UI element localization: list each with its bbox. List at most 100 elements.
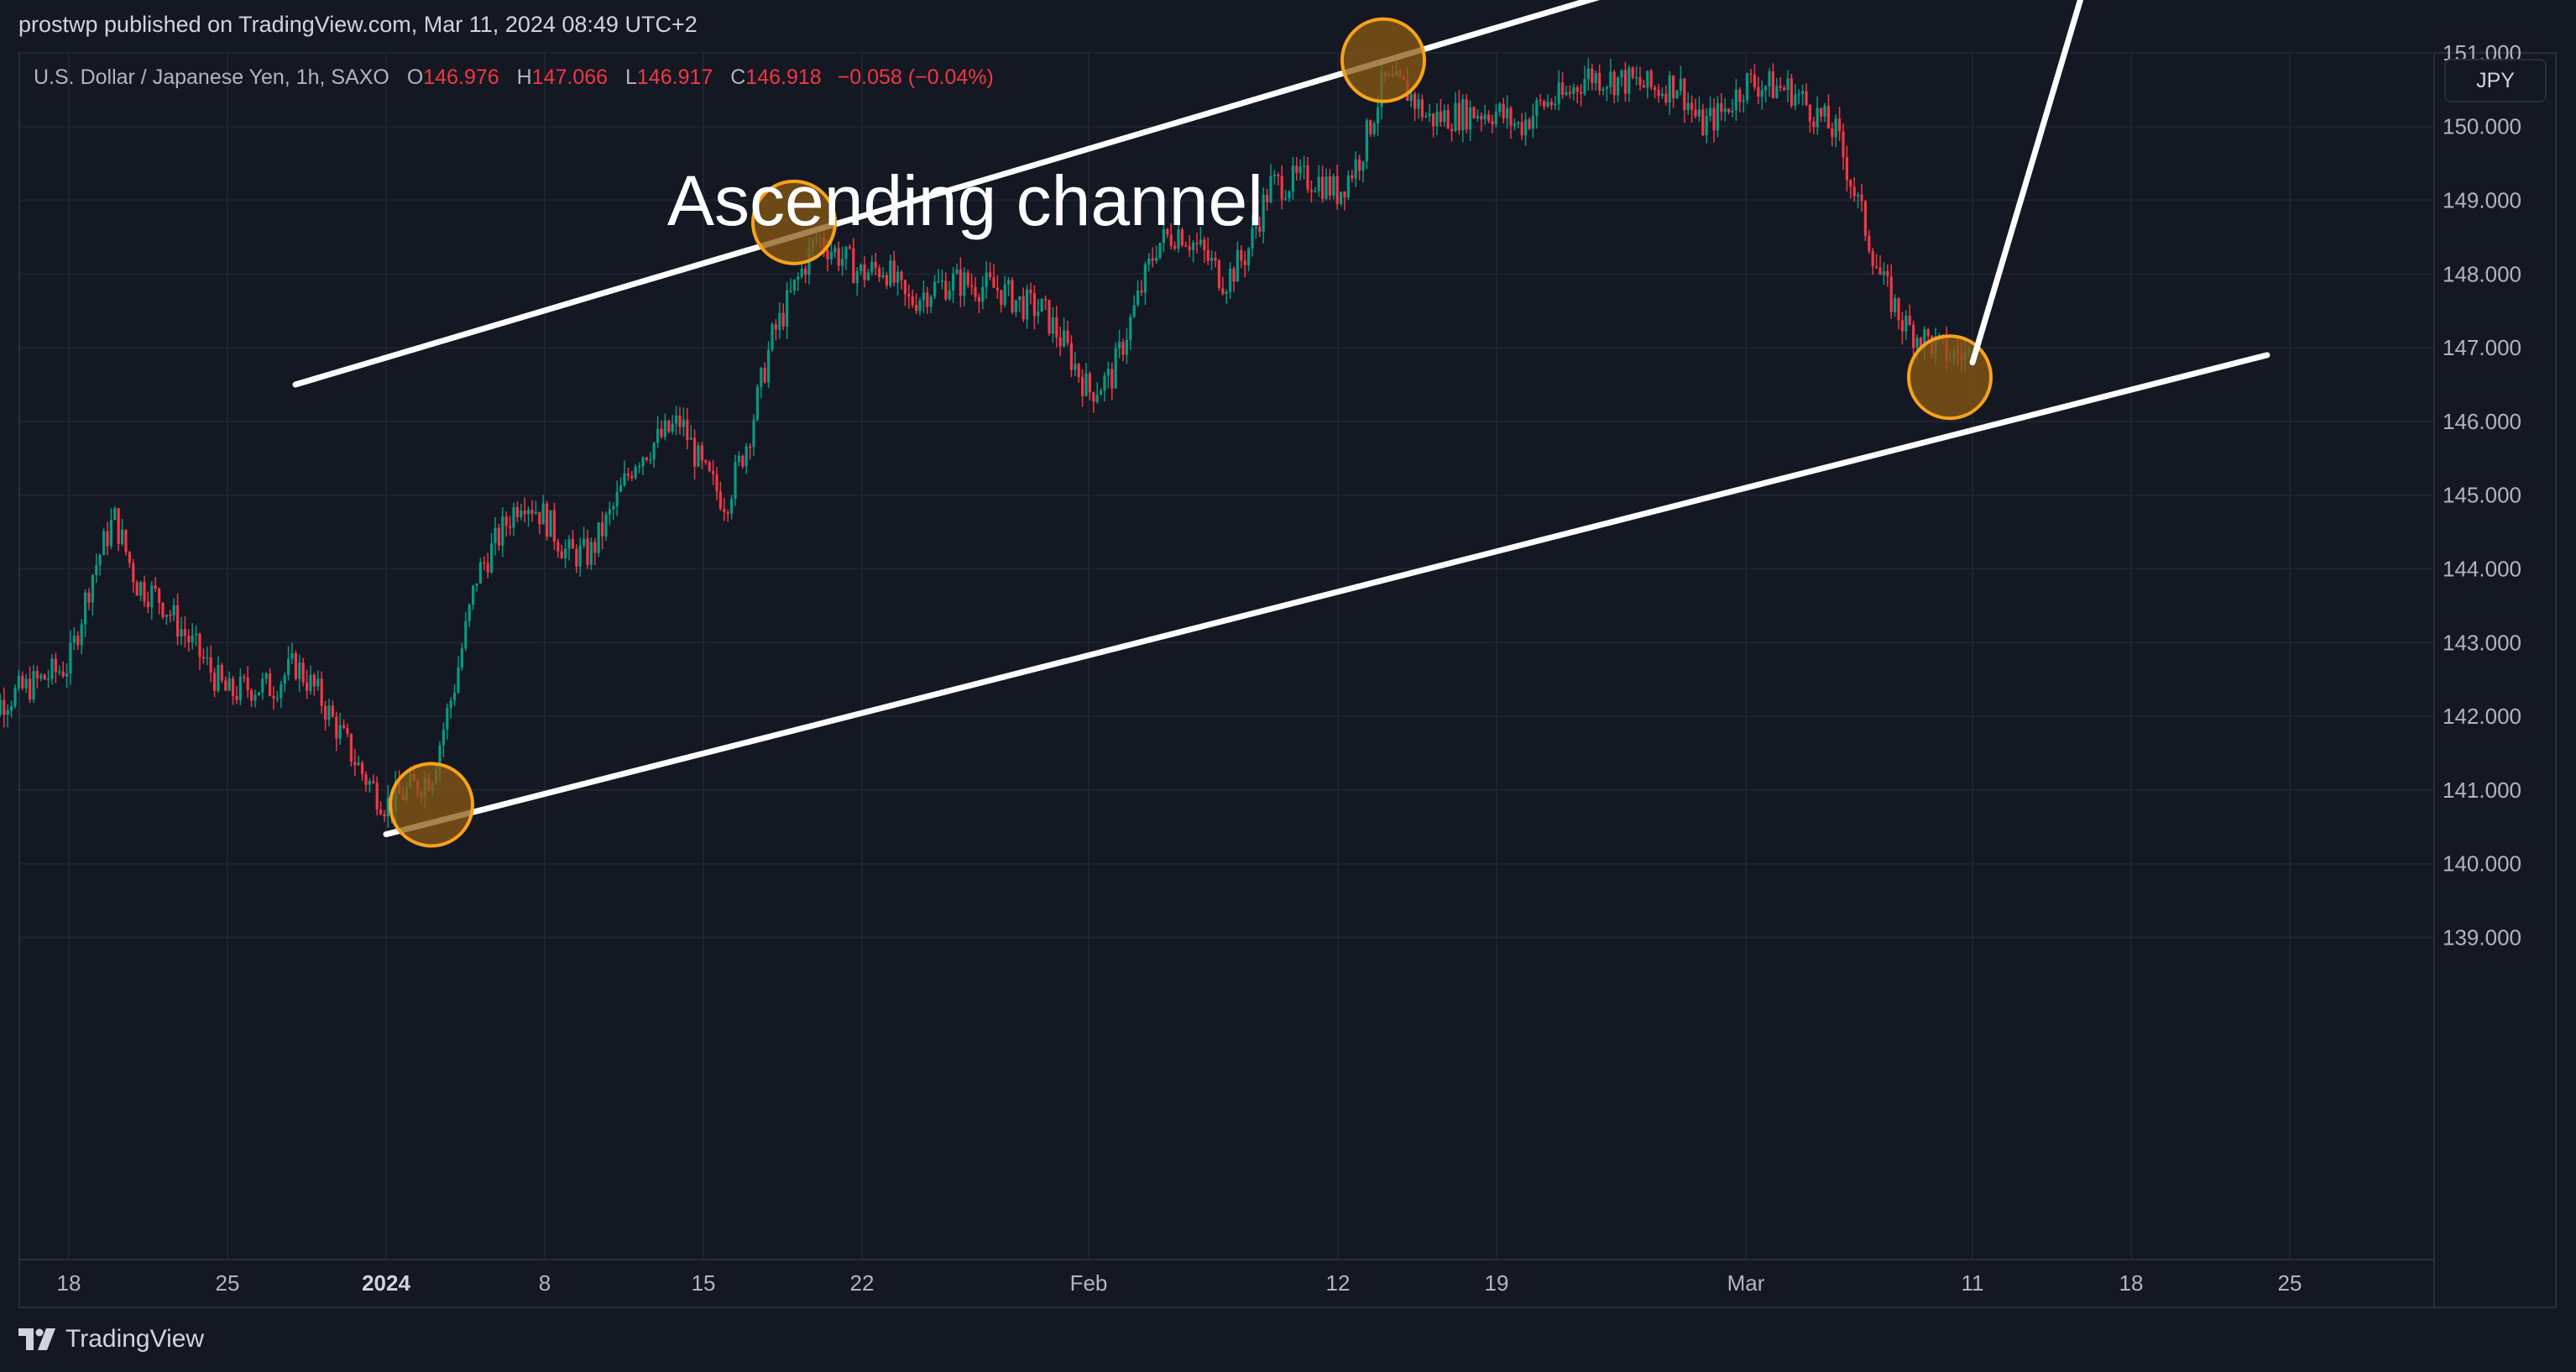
candle-body (1088, 373, 1091, 393)
candle-body (1121, 342, 1125, 355)
candle-body (689, 437, 692, 440)
candle-body (1502, 103, 1505, 118)
candle-body (1657, 90, 1660, 97)
candle-body (1309, 189, 1313, 192)
candle-body (763, 368, 766, 383)
candle-body (1557, 82, 1560, 104)
candle-body (161, 602, 165, 617)
candle-body (1554, 103, 1557, 106)
candle-body (1834, 118, 1837, 138)
candle-body (1266, 194, 1269, 202)
candle-body (29, 678, 32, 700)
candle-body (1095, 395, 1099, 402)
candle-body (1786, 78, 1790, 91)
candle-body (874, 261, 877, 269)
price-tick-label: 142.000 (2443, 704, 2521, 729)
candle-body (723, 508, 726, 513)
candle-body (95, 564, 98, 575)
candle-body (1058, 337, 1062, 347)
candle-body (1044, 298, 1048, 301)
candle-body (1594, 72, 1597, 84)
candle-body (246, 678, 249, 691)
candle-body (583, 538, 586, 546)
candle-body (1897, 298, 1900, 321)
candle-body (760, 368, 763, 387)
candle-body (1779, 86, 1782, 88)
candle-body (578, 545, 582, 567)
candle-body (612, 506, 615, 510)
candle-body (1580, 92, 1583, 94)
candle-body (1007, 280, 1011, 285)
candle-body (1084, 373, 1088, 396)
price-tick-label: 147.000 (2443, 335, 2521, 360)
candle-body (520, 511, 523, 517)
candle-body (379, 809, 383, 814)
candle-body (1506, 107, 1509, 118)
price-tick-label: 143.000 (2443, 630, 2521, 655)
candle-body (1439, 111, 1442, 123)
candle-body (1617, 76, 1620, 96)
candle-body (1672, 75, 1675, 99)
candle-body (1635, 76, 1638, 79)
candle-body (786, 290, 789, 327)
candle-body (1528, 119, 1531, 129)
candle-body (638, 466, 641, 468)
candle-body (1842, 131, 1845, 158)
candle-body (1217, 260, 1220, 289)
price-axis: 154.000153.000152.000151.000150.000149.0… (2433, 40, 2521, 1307)
candle-body (970, 285, 974, 287)
touch-point-marker (1340, 17, 1426, 103)
currency-button[interactable]: JPY (2444, 59, 2547, 102)
candle-body (1849, 180, 1852, 187)
candle-body (1494, 112, 1497, 125)
candle-body (955, 269, 959, 274)
candle-body (1720, 102, 1723, 113)
candle-body (1568, 92, 1571, 94)
price-tick-label: 150.000 (2443, 114, 2521, 139)
candle-body (235, 695, 238, 700)
close-label: C (730, 65, 746, 89)
candle-body (349, 734, 353, 762)
candle-body (1768, 71, 1771, 86)
candle-body (1232, 269, 1236, 282)
drawings (292, 0, 2270, 848)
price-tick-label: 148.000 (2443, 261, 2521, 286)
candle-body (497, 527, 500, 546)
candle-body (959, 269, 962, 296)
candle-body (1188, 246, 1191, 250)
candle-body (128, 552, 131, 563)
candle-body (800, 269, 803, 277)
candle-body (1277, 175, 1280, 176)
candle-body (515, 507, 519, 517)
candle-body (1701, 109, 1705, 135)
candle-body (940, 280, 943, 282)
candle-body (386, 798, 389, 817)
symbol-name[interactable]: U.S. Dollar / Japanese Yen, 1h, SAXO (34, 65, 389, 89)
candle-body (353, 762, 357, 766)
candle-body (1838, 118, 1842, 132)
candle-body (1184, 245, 1188, 247)
candle-body (1900, 320, 1904, 332)
candle-body (1317, 176, 1320, 191)
candle-body (1247, 248, 1251, 265)
candle-body (1365, 120, 1368, 162)
candle-body (1638, 76, 1642, 86)
candle-body (1808, 105, 1811, 122)
candle-body (1631, 67, 1634, 78)
candle-body (275, 698, 279, 699)
high-label: H (516, 65, 532, 89)
candle-body (449, 700, 452, 709)
tradingview-brand[interactable]: TradingView (18, 1325, 204, 1354)
candle-body (1716, 102, 1719, 131)
candle-body (287, 658, 290, 676)
candle-body (124, 530, 128, 552)
price-tick-label: 139.000 (2443, 925, 2521, 950)
time-tick-label: 2024 (362, 1270, 410, 1296)
candle-body (649, 459, 652, 461)
candle-body (995, 287, 999, 291)
candle-body (1420, 99, 1424, 118)
candle-body (1513, 123, 1516, 126)
candle-body (963, 272, 966, 296)
candle-body (1251, 228, 1254, 249)
